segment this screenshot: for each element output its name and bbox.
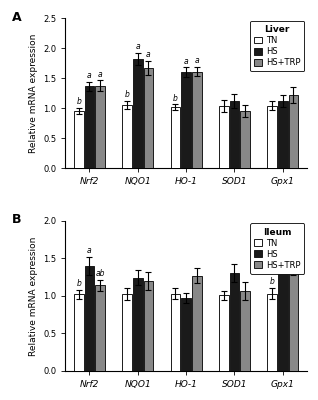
Bar: [85, 266, 94, 371]
Bar: [192, 276, 202, 371]
Bar: [181, 72, 191, 168]
Text: B: B: [12, 213, 22, 226]
Bar: [133, 59, 143, 168]
Bar: [144, 68, 153, 168]
Legend: TN, HS, HS+TRP: TN, HS, HS+TRP: [250, 223, 304, 274]
Bar: [288, 95, 298, 168]
Bar: [171, 108, 180, 168]
Text: a: a: [146, 50, 151, 59]
Text: ab: ab: [95, 269, 105, 278]
Bar: [122, 294, 132, 371]
Bar: [240, 291, 250, 371]
Bar: [181, 298, 191, 371]
Bar: [74, 294, 84, 371]
Bar: [133, 278, 143, 371]
Bar: [278, 254, 287, 371]
Bar: [219, 295, 229, 371]
Bar: [171, 294, 180, 371]
Legend: TN, HS, HS+TRP: TN, HS, HS+TRP: [250, 21, 304, 71]
Bar: [95, 285, 105, 371]
Bar: [95, 86, 105, 168]
Text: a: a: [184, 56, 189, 66]
Bar: [288, 267, 298, 371]
Text: a: a: [135, 42, 140, 51]
Y-axis label: Relative mRNA expression: Relative mRNA expression: [29, 236, 38, 356]
Bar: [278, 101, 287, 168]
Bar: [74, 111, 84, 168]
Text: ab: ab: [289, 249, 298, 258]
Text: a: a: [194, 56, 199, 65]
Text: a: a: [98, 70, 102, 79]
Text: A: A: [12, 11, 22, 24]
Bar: [144, 281, 153, 371]
Bar: [267, 106, 277, 168]
Text: b: b: [173, 94, 178, 103]
Bar: [267, 294, 277, 371]
Text: a: a: [280, 236, 285, 245]
Text: a: a: [87, 246, 92, 255]
Text: b: b: [76, 279, 81, 288]
Text: b: b: [270, 277, 274, 286]
Text: a: a: [87, 71, 92, 80]
Bar: [230, 101, 239, 168]
Text: b: b: [76, 97, 81, 106]
Text: b: b: [125, 90, 130, 99]
Bar: [85, 86, 94, 168]
Bar: [122, 105, 132, 168]
Bar: [230, 273, 239, 371]
Bar: [192, 72, 202, 168]
Bar: [240, 111, 250, 168]
Y-axis label: Relative mRNA expression: Relative mRNA expression: [29, 34, 38, 153]
Bar: [219, 106, 229, 168]
